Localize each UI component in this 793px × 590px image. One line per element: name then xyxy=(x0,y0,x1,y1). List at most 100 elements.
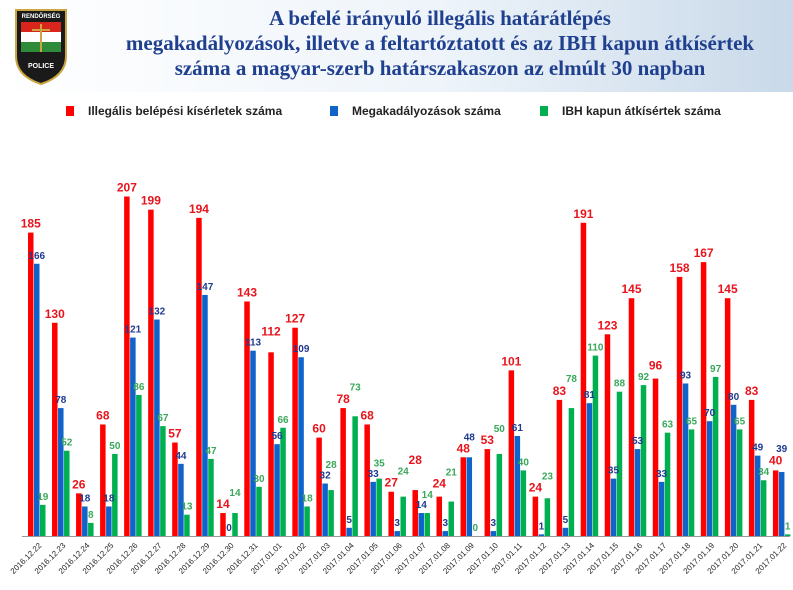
bar-escorted xyxy=(544,498,551,536)
title-line-3: száma a magyar-szerb határszakaszon az e… xyxy=(174,56,706,80)
data-label: 8 xyxy=(88,510,94,521)
title-line-2: megakadályozások, illetve a feltartóztat… xyxy=(125,31,755,55)
data-label: 65 xyxy=(734,416,746,427)
bar-escorted xyxy=(328,490,334,536)
bar-attempts xyxy=(700,262,707,536)
data-label: 28 xyxy=(409,453,423,467)
svg-text:RENDŐRSÉG: RENDŐRSÉG xyxy=(22,12,61,20)
data-label: 83 xyxy=(553,384,567,398)
data-label: 23 xyxy=(542,471,554,482)
data-label: 1 xyxy=(539,521,545,532)
bar-attempts xyxy=(628,298,635,536)
bar-attempts xyxy=(340,408,346,536)
bar-attempts xyxy=(724,298,731,536)
bar-attempts xyxy=(436,496,443,536)
bar-escorted xyxy=(496,454,503,536)
bar-escorted xyxy=(208,458,214,536)
data-label: 70 xyxy=(704,408,716,419)
bar-prevented xyxy=(706,421,713,536)
bar-escorted xyxy=(616,391,623,536)
data-label: 39 xyxy=(776,444,788,455)
bar-attempts xyxy=(484,449,491,536)
data-label: 14 xyxy=(422,490,434,501)
bar-escorted xyxy=(592,355,599,536)
data-label: 166 xyxy=(28,251,45,262)
bar-prevented xyxy=(634,449,641,536)
bar-prevented xyxy=(202,294,208,536)
data-label: 40 xyxy=(518,457,530,468)
legend-label: IBH kapun átkísértek száma xyxy=(562,104,721,118)
bar-prevented xyxy=(370,481,376,536)
bar-attempts xyxy=(604,334,611,536)
data-label: 130 xyxy=(45,307,65,321)
data-label: 33 xyxy=(656,469,668,480)
bar-escorted xyxy=(640,385,647,536)
data-label: 26 xyxy=(72,477,86,491)
bar-escorted xyxy=(160,426,166,536)
data-label: 123 xyxy=(597,318,617,332)
data-label: 81 xyxy=(584,390,596,401)
bar-attempts xyxy=(148,209,154,536)
bar-escorted xyxy=(712,376,719,536)
legend-label: Megakadályozások száma xyxy=(352,104,501,118)
bar-escorted xyxy=(568,408,575,536)
data-label: 53 xyxy=(632,436,644,447)
data-label: 207 xyxy=(117,181,137,195)
data-label: 33 xyxy=(368,469,380,480)
legend-label: Illegális belépési kísérletek száma xyxy=(88,104,283,118)
data-label: 34 xyxy=(758,467,770,478)
bar-prevented xyxy=(538,534,545,536)
data-label: 53 xyxy=(481,433,495,447)
svg-text:POLICE: POLICE xyxy=(28,63,54,70)
bar-attempts xyxy=(364,424,370,536)
data-label: 30 xyxy=(253,474,265,485)
bar-escorted xyxy=(784,534,791,536)
legend-item-attempts: Illegális belépési kísérletek száma xyxy=(66,104,282,118)
data-label: 80 xyxy=(728,392,740,403)
data-label: 0 xyxy=(473,523,479,534)
data-label: 52 xyxy=(61,438,73,449)
bar-attempts xyxy=(676,276,683,536)
data-label: 185 xyxy=(21,217,41,231)
bar-attempts xyxy=(388,491,394,536)
data-label: 13 xyxy=(181,502,193,513)
chart-title: A befelé irányuló illegális határátlépés… xyxy=(90,6,790,81)
bar-attempts xyxy=(532,496,539,536)
bar-prevented xyxy=(274,444,280,536)
bar-prevented xyxy=(106,506,112,536)
bar-prevented xyxy=(250,350,256,536)
data-label: 57 xyxy=(168,427,182,441)
data-label: 3 xyxy=(442,518,448,529)
bar-escorted xyxy=(688,429,695,536)
data-label: 48 xyxy=(464,432,476,443)
bar-escorted xyxy=(760,480,767,536)
police-badge-logo: RENDŐRSÉG POLICE xyxy=(15,9,67,86)
bar-escorted xyxy=(664,432,671,536)
bar-prevented xyxy=(730,404,737,536)
legend-item-escorted: IBH kapun átkísértek száma xyxy=(540,104,721,118)
bar-attempts xyxy=(124,196,130,536)
bar-prevented xyxy=(58,408,64,536)
data-label: 35 xyxy=(374,459,386,470)
data-label: 47 xyxy=(205,446,217,457)
bar-escorted xyxy=(736,429,743,536)
bar-attempts xyxy=(316,437,322,536)
bar-escorted xyxy=(88,522,94,536)
data-label: 127 xyxy=(285,312,305,326)
data-label: 27 xyxy=(385,476,399,490)
data-label: 24 xyxy=(433,477,447,491)
data-label: 93 xyxy=(680,370,692,381)
data-label: 67 xyxy=(157,413,169,424)
bar-attempts xyxy=(100,424,106,536)
bar-prevented xyxy=(610,478,617,536)
bar-escorted xyxy=(64,450,70,536)
data-label: 24 xyxy=(398,467,410,478)
data-label: 14 xyxy=(416,500,428,511)
data-label: 194 xyxy=(189,202,209,216)
data-label: 40 xyxy=(769,453,783,467)
legend-swatch-green xyxy=(540,106,548,116)
bar-prevented xyxy=(394,531,400,536)
bar-attempts xyxy=(220,513,226,536)
bar-attempts xyxy=(196,217,202,536)
data-label: 199 xyxy=(141,194,161,208)
